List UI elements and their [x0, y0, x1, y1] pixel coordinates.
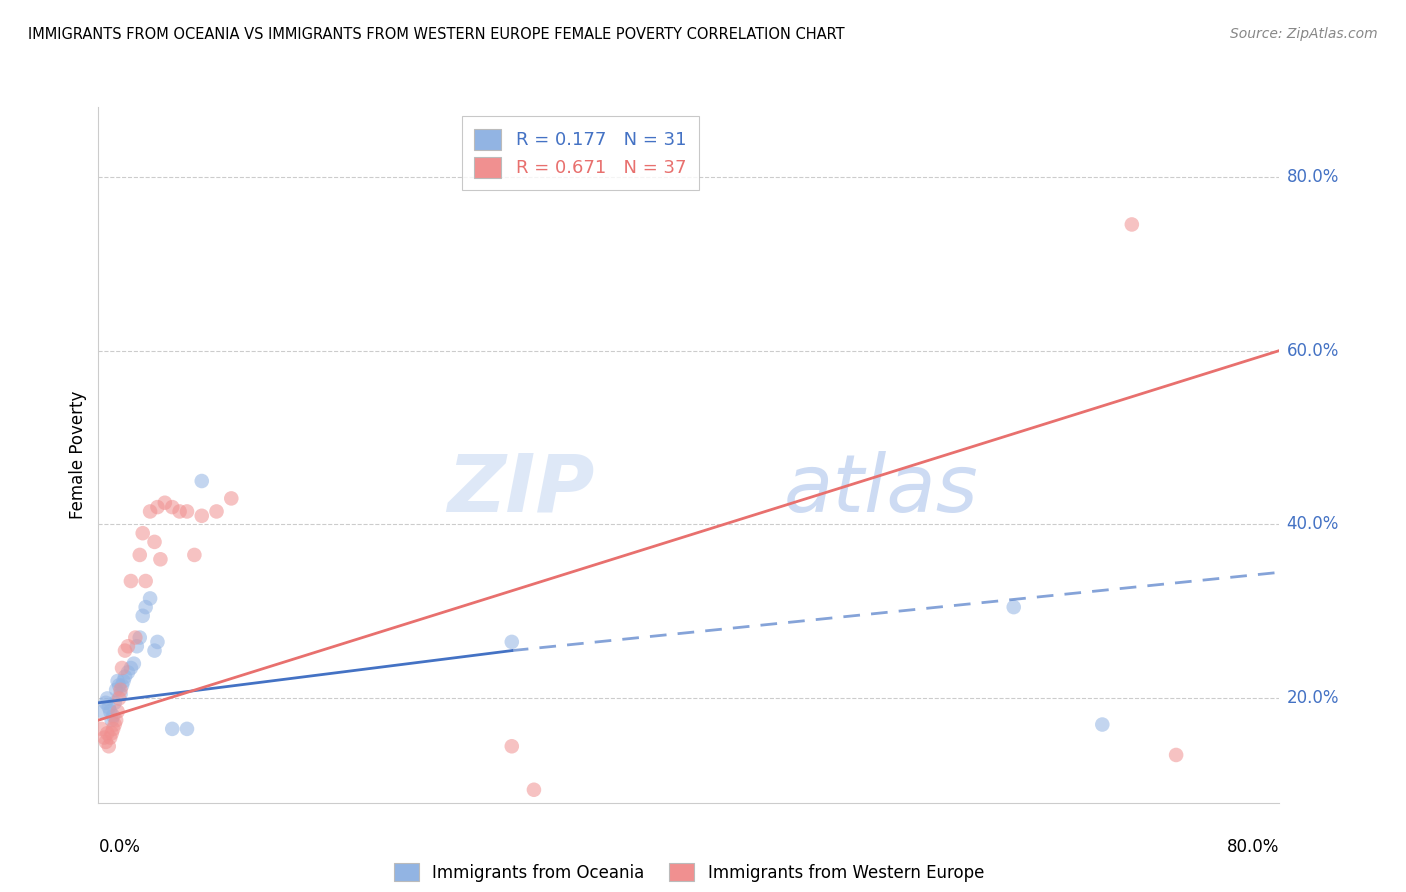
Point [110, 687, 132, 701]
Point [162, 500, 183, 514]
Point [176, 722, 198, 736]
Point [114, 643, 136, 657]
Text: 20.0%: 20.0% [1286, 690, 1339, 707]
Point [112, 674, 135, 689]
Text: Source: ZipAtlas.com: Source: ZipAtlas.com [1230, 27, 1378, 41]
Point [110, 682, 132, 697]
Point [104, 717, 127, 731]
Point [132, 608, 155, 623]
Point [1164, 747, 1187, 762]
Point [117, 665, 139, 680]
Point [120, 574, 142, 588]
Point [191, 474, 214, 488]
Point [146, 635, 169, 649]
Point [124, 631, 146, 645]
Point [108, 678, 131, 692]
Point [1002, 600, 1025, 615]
Point [1091, 717, 1114, 731]
Point [103, 708, 125, 723]
Point [98, 705, 121, 719]
Point [100, 726, 122, 740]
Point [111, 678, 134, 692]
Text: ZIP: ZIP [447, 450, 595, 529]
Point [111, 661, 134, 675]
Point [132, 526, 155, 541]
Point [146, 500, 169, 514]
Point [96, 691, 118, 706]
Point [135, 574, 157, 588]
Point [108, 691, 131, 706]
Point [139, 504, 162, 518]
Point [100, 713, 122, 727]
Point [98, 731, 121, 745]
Point [107, 674, 129, 689]
Text: 0.0%: 0.0% [98, 838, 141, 855]
Point [97, 700, 120, 714]
Point [91, 705, 114, 719]
Point [219, 491, 242, 506]
Point [94, 735, 117, 749]
Point [169, 504, 191, 518]
Point [176, 504, 198, 518]
Point [97, 739, 120, 754]
Point [93, 731, 115, 745]
Point [114, 670, 136, 684]
Point [143, 643, 166, 657]
Point [122, 657, 145, 671]
Point [128, 631, 150, 645]
Point [191, 508, 214, 523]
Point [135, 600, 157, 615]
Point [1121, 218, 1143, 232]
Text: IMMIGRANTS FROM OCEANIA VS IMMIGRANTS FROM WESTERN EUROPE FEMALE POVERTY CORRELA: IMMIGRANTS FROM OCEANIA VS IMMIGRANTS FR… [28, 27, 845, 42]
Point [501, 635, 523, 649]
Point [90, 722, 112, 736]
Text: atlas: atlas [783, 450, 979, 529]
Point [117, 639, 139, 653]
Point [94, 696, 117, 710]
Text: 40.0%: 40.0% [1286, 516, 1339, 533]
Point [103, 722, 125, 736]
Point [105, 713, 128, 727]
Point [143, 534, 166, 549]
Point [104, 696, 127, 710]
Text: 80.0%: 80.0% [1227, 838, 1279, 855]
Point [162, 722, 183, 736]
Point [149, 552, 172, 566]
Point [153, 496, 176, 510]
Point [125, 639, 148, 653]
Point [523, 782, 546, 797]
Point [183, 548, 205, 562]
Y-axis label: Female Poverty: Female Poverty [69, 391, 87, 519]
Legend: Immigrants from Oceania, Immigrants from Western Europe: Immigrants from Oceania, Immigrants from… [387, 856, 991, 888]
Text: 60.0%: 60.0% [1286, 342, 1339, 359]
Point [120, 661, 142, 675]
Text: 80.0%: 80.0% [1286, 168, 1339, 186]
Point [128, 548, 150, 562]
Point [105, 682, 128, 697]
Point [96, 726, 118, 740]
Point [501, 739, 523, 754]
Point [205, 504, 228, 518]
Point [107, 705, 129, 719]
Point [139, 591, 162, 606]
